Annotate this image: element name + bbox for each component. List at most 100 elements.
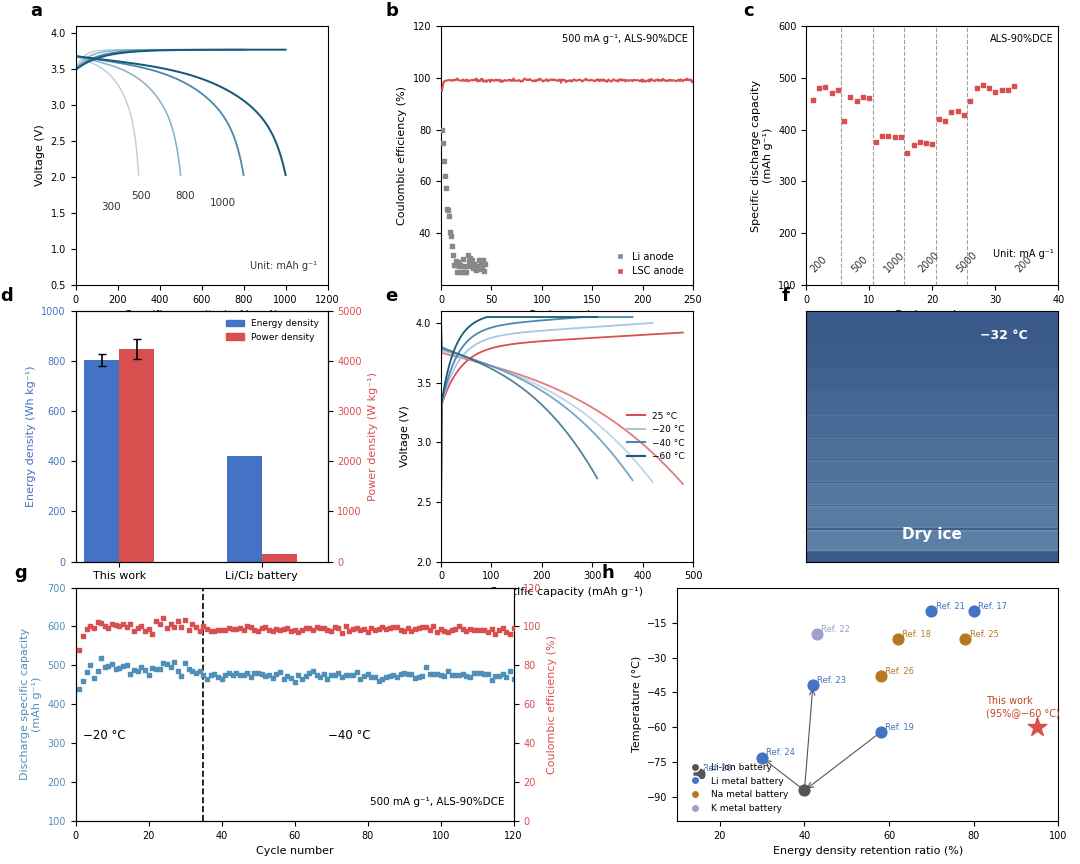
Legend: Li anode, LSC anode: Li anode, LSC anode [606,248,688,280]
Point [384,669,402,683]
Point [271,665,288,679]
Point [912,135,929,149]
Point [249,625,267,638]
Point [434,136,451,149]
Point [417,620,434,634]
Point [754,751,771,765]
Text: Ref. 22: Ref. 22 [822,625,850,634]
Point [483,622,500,636]
Point [213,623,230,637]
Point [922,604,940,618]
Point [286,675,303,689]
Point [297,621,314,635]
Point [210,624,227,638]
Point [282,625,299,638]
Point [424,668,442,682]
Point [176,656,193,670]
Point [70,643,87,657]
Point [377,670,394,684]
Point [464,666,482,680]
Point [955,108,972,122]
Legend: Li-ion battery, Li metal battery, Na metal battery, K metal battery: Li-ion battery, Li metal battery, Na met… [681,759,792,816]
Point [334,670,351,684]
Point [453,265,470,279]
Point [286,623,303,637]
Text: e: e [386,287,397,305]
Point [224,622,241,636]
Text: Unit: mAh g⁻¹: Unit: mAh g⁻¹ [251,261,318,271]
Text: ALS-90%DCE: ALS-90%DCE [989,34,1053,44]
Point [165,655,183,669]
Text: −20 °C: −20 °C [83,729,126,742]
Point [366,623,383,637]
Text: 500 mA g⁻¹, ALS-90%DCE: 500 mA g⁻¹, ALS-90%DCE [370,797,505,807]
Point [228,666,245,680]
Point [82,619,99,633]
Point [111,661,129,675]
Point [480,668,497,682]
Text: 800: 800 [175,191,194,200]
Point [107,662,124,676]
Point [337,668,354,682]
Point [414,620,431,634]
Point [147,614,164,628]
Point [300,621,318,635]
Point [861,91,878,105]
Point [191,624,208,638]
Point [437,181,455,195]
Point [257,670,274,683]
Point [104,618,121,632]
Text: Unit: mA g⁻¹: Unit: mA g⁻¹ [993,249,1053,259]
Point [490,623,508,637]
Point [341,669,359,683]
Point [460,254,477,268]
Bar [807,461,1058,481]
Point [231,669,248,683]
Point [217,668,234,682]
Point [475,264,492,277]
Point [355,622,373,636]
Text: Ref. 25: Ref. 25 [970,630,998,638]
Point [432,669,449,683]
Point [93,616,110,630]
Point [440,664,457,678]
Y-axis label: Voltage (V): Voltage (V) [401,405,410,467]
Point [823,86,840,100]
Point [460,248,477,262]
Point [359,667,376,681]
Point [253,667,270,681]
Point [140,621,158,635]
Point [265,625,282,638]
Text: Ref. 17: Ref. 17 [978,601,1007,611]
Point [173,620,190,634]
X-axis label: Cycle nmuber: Cycle nmuber [893,310,971,321]
Point [446,257,463,271]
Point [323,624,340,638]
Point [249,666,267,680]
Point [370,674,388,688]
Point [424,619,442,632]
Point [987,86,1004,99]
Point [114,659,132,673]
Text: Ref. 24: Ref. 24 [767,748,795,758]
Point [345,669,362,683]
Text: 200: 200 [809,254,829,274]
Point [345,622,362,636]
Point [220,666,238,680]
Point [455,252,472,266]
Point [305,623,322,637]
Point [406,622,423,636]
Text: Ref. 23: Ref. 23 [818,677,846,685]
Point [78,665,95,679]
Point [476,667,494,681]
Text: 500: 500 [131,191,150,200]
Point [205,624,222,638]
Point [809,627,826,641]
Bar [807,368,1058,389]
Bar [84,360,120,562]
Point [892,130,909,144]
Point [974,78,991,92]
Point [239,666,256,680]
Point [118,658,135,672]
Point [188,666,205,680]
